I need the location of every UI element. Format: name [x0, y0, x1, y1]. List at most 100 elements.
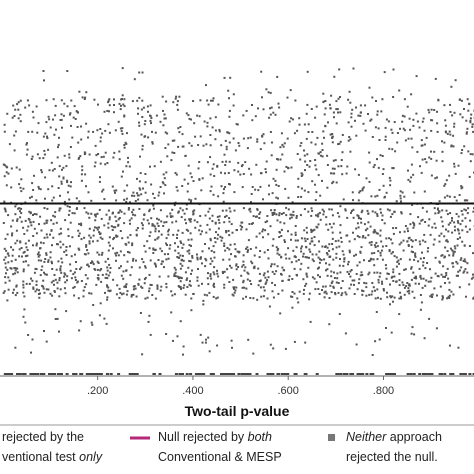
scatter-point: [190, 309, 193, 312]
scatter-point: [376, 245, 379, 248]
scatter-point: [398, 297, 401, 300]
scatter-point: [109, 271, 112, 274]
scatter-point: [80, 222, 83, 225]
scatter-point: [310, 108, 313, 110]
scatter-point: [81, 96, 84, 99]
scatter-point: [330, 291, 333, 294]
scatter-point: [99, 140, 102, 143]
scatter-point: [176, 275, 179, 278]
scatter-point: [148, 273, 151, 276]
scatter-point: [6, 166, 9, 169]
scatter-point: [455, 260, 458, 263]
scatter-point: [289, 89, 292, 92]
scatter-point: [76, 281, 79, 284]
scatter-point: [228, 132, 231, 135]
scatter-point: [362, 235, 365, 237]
scatter-point: [333, 167, 336, 170]
scatter-point: [350, 269, 353, 271]
scatter-point: [212, 284, 215, 287]
scatter-point: [266, 297, 269, 300]
scatter-point: [273, 211, 276, 214]
scatter-point: [324, 245, 327, 248]
scatter-point: [436, 208, 439, 211]
scatter-point: [401, 120, 404, 123]
scatter-point: [46, 207, 49, 210]
scatter-point: [22, 315, 25, 318]
scatter-point: [271, 212, 274, 214]
scatter-point: [147, 110, 149, 113]
scatter-point: [228, 258, 231, 261]
scatter-point: [14, 272, 16, 275]
scatter-point: [177, 211, 180, 214]
scatter-point: [457, 274, 459, 277]
scatter-point: [49, 233, 51, 236]
scatter-point: [395, 280, 398, 283]
scatter-point: [156, 284, 159, 287]
scatter-point: [190, 244, 192, 247]
scatter-point: [15, 229, 18, 232]
scatter-point: [69, 263, 72, 266]
scatter-point: [54, 308, 57, 311]
scatter-point: [355, 253, 357, 256]
scatter-point: [125, 142, 128, 145]
scatter-point: [252, 352, 255, 355]
scatter-point: [376, 288, 379, 291]
scatter-point: [409, 223, 412, 226]
scatter-point: [70, 99, 73, 102]
scatter-point: [224, 215, 226, 218]
scatter-point: [284, 187, 287, 190]
scatter-point: [206, 277, 209, 280]
scatter-point: [336, 277, 339, 280]
scatter-point: [152, 192, 154, 195]
scatter-point: [373, 229, 376, 231]
scatter-point: [376, 213, 379, 216]
scatter-point: [118, 287, 121, 290]
scatter-point: [367, 234, 370, 237]
scatter-point: [10, 167, 13, 170]
scatter-point: [438, 240, 441, 243]
scatter-point: [354, 119, 356, 122]
scatter-point: [20, 212, 23, 215]
scatter-point: [298, 123, 301, 126]
scatter-point: [191, 269, 193, 272]
scatter-point: [228, 183, 230, 185]
scatter-point: [151, 223, 154, 226]
scatter-point: [291, 118, 294, 121]
scatter-point: [47, 115, 50, 118]
scatter-point: [142, 218, 145, 221]
scatter-point: [385, 277, 388, 280]
scatter-point: [32, 286, 35, 289]
scatter-point: [44, 197, 46, 200]
scatter-point: [12, 288, 15, 291]
scatter-point: [338, 142, 341, 145]
scatter-point: [122, 270, 125, 273]
scatter-point: [266, 215, 269, 217]
scatter-point: [466, 271, 469, 274]
scatter-point: [305, 245, 308, 248]
scatter-point: [283, 241, 286, 243]
scatter-point: [53, 168, 56, 170]
scatter-point: [60, 271, 63, 274]
scatter-point: [124, 242, 127, 245]
scatter-point: [401, 191, 404, 194]
scatter-point: [94, 144, 97, 147]
scatter-point: [201, 250, 204, 253]
scatter-point: [127, 156, 129, 159]
scatter-point: [98, 231, 101, 234]
scatter-point: [410, 278, 413, 281]
scatter-point: [226, 131, 229, 134]
scatter-point: [406, 282, 409, 284]
scatter-point: [23, 250, 26, 253]
scatter-point: [52, 222, 55, 225]
scatter-point: [46, 236, 49, 239]
scatter-point: [196, 258, 199, 261]
scatter-point: [236, 250, 239, 253]
scatter-point: [236, 123, 239, 126]
scatter-point: [71, 212, 74, 215]
scatter-point: [414, 282, 417, 285]
scatter-point: [257, 267, 260, 270]
scatter-point: [451, 231, 454, 234]
scatter-point: [389, 184, 392, 187]
scatter-point: [14, 130, 17, 133]
baseline-point: [135, 373, 139, 375]
